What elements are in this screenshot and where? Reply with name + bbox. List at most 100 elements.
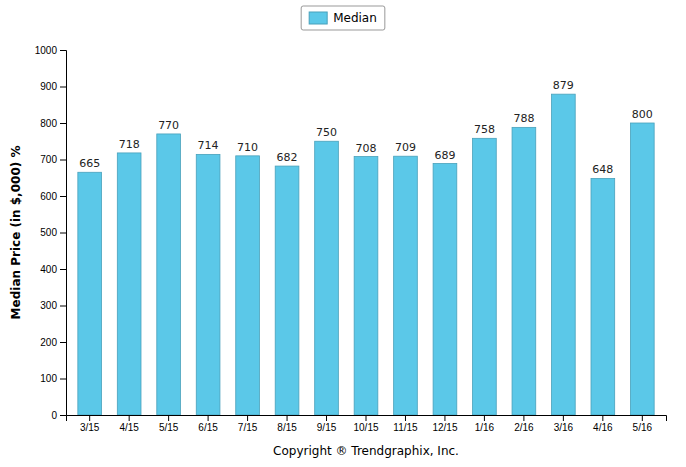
tick-mark (563, 415, 564, 421)
tick-mark (60, 160, 66, 161)
tick-mark (247, 415, 248, 421)
tick-label: 5/16 (633, 422, 653, 433)
tick: 9/15 (317, 415, 337, 433)
tick-mark (60, 50, 66, 51)
bar (157, 134, 181, 415)
y-axis-title: Median Price (in $,000) % (9, 146, 23, 320)
tick-mark (89, 415, 90, 421)
tick: 200 (40, 337, 66, 348)
data-label: 710 (237, 141, 258, 154)
tick: 5/15 (159, 415, 179, 433)
tick: 100 (40, 373, 66, 384)
tick: 900 (40, 81, 66, 92)
data-label: 750 (316, 126, 337, 139)
tick: 5/16 (633, 415, 653, 433)
bar (473, 138, 497, 415)
tick-label: 12/15 (432, 422, 457, 433)
tick-mark (366, 415, 367, 421)
tick: 8/15 (277, 415, 297, 433)
data-label: 682 (277, 151, 298, 164)
tick-mark (168, 415, 169, 421)
tick: 4/16 (593, 415, 613, 433)
bar (315, 141, 339, 415)
tick: 10/15 (353, 415, 378, 433)
tick-label: 200 (40, 337, 57, 348)
tick-mark (287, 415, 288, 421)
tick: 600 (40, 191, 66, 202)
tick: 1/16 (475, 415, 495, 433)
tick: 7/15 (238, 415, 258, 433)
tick-label: 7/15 (238, 422, 258, 433)
bar (591, 178, 615, 415)
x-axis: 3/15 4/15 5/15 6/15 7/15 8/15 9/15 10/15 11/15 12… (67, 415, 667, 433)
axis-line (60, 51, 67, 416)
bars (78, 94, 654, 415)
tick: 6/15 (198, 415, 218, 433)
tick-label: 100 (40, 373, 57, 384)
data-label: 800 (632, 108, 653, 121)
tick-label: 8/15 (277, 422, 297, 433)
bar (117, 153, 141, 415)
tick: 4/15 (119, 415, 139, 433)
bar (236, 156, 260, 415)
data-label: 770 (158, 119, 179, 132)
bar (394, 156, 418, 415)
tick: 0 (51, 410, 66, 421)
tick-mark (642, 415, 643, 421)
tick-label: 11/15 (393, 422, 418, 433)
data-label: 708 (356, 142, 377, 155)
tick-mark (602, 415, 603, 421)
tick-label: 900 (40, 81, 57, 92)
tick-mark (129, 415, 130, 421)
tick: 400 (40, 264, 66, 275)
bar (78, 172, 102, 415)
legend-frame (301, 6, 385, 30)
tick: 11/15 (393, 415, 418, 433)
tick-label: 0 (51, 410, 57, 421)
tick-label: 800 (40, 118, 57, 129)
data-label: 788 (513, 112, 534, 125)
tick-mark (484, 415, 485, 421)
tick-mark (405, 415, 406, 421)
tick-label: 500 (40, 227, 57, 238)
tick-mark (60, 306, 66, 307)
tick-mark (60, 415, 66, 416)
legend-label: Median (333, 11, 377, 25)
data-label: 709 (395, 141, 416, 154)
x-axis-title: Copyright ® Trendgraphix, Inc. (273, 444, 459, 458)
tick-label: 2/16 (514, 422, 534, 433)
tick-mark (208, 415, 209, 421)
tick-label: 400 (40, 264, 57, 275)
tick-mark (60, 379, 66, 380)
tick-mark (523, 415, 524, 421)
tick-label: 600 (40, 191, 57, 202)
bar (354, 157, 378, 415)
y-axis: 0 100 200 300 400 500 600 700 800 900 1000 (35, 45, 67, 421)
bar (196, 154, 220, 415)
tick-label: 5/15 (159, 422, 179, 433)
tick: 500 (40, 227, 66, 238)
tick-label: 300 (40, 300, 57, 311)
tick: 300 (40, 300, 66, 311)
tick-mark (60, 233, 66, 234)
tick-mark (60, 269, 66, 270)
plot-area: 0 100 200 300 400 500 600 700 800 900 1000 3/15 4/15… (35, 45, 667, 433)
legend-swatch (309, 12, 327, 24)
bar (630, 123, 654, 415)
tick: 12/15 (432, 415, 457, 433)
tick: 3/15 (80, 415, 100, 433)
tick-label: 3/15 (80, 422, 100, 433)
tick: 700 (40, 154, 66, 165)
bar (433, 164, 457, 415)
data-label: 718 (119, 138, 140, 151)
tick: 1000 (35, 45, 66, 56)
data-label: 879 (553, 79, 574, 92)
tick-label: 3/16 (554, 422, 574, 433)
tick-label: 9/15 (317, 422, 337, 433)
tick-label: 1/16 (475, 422, 495, 433)
tick: 800 (40, 118, 66, 129)
tick-mark (444, 415, 445, 421)
tick-label: 4/15 (119, 422, 139, 433)
tick-label: 10/15 (353, 422, 378, 433)
tick: 2/16 (514, 415, 534, 433)
